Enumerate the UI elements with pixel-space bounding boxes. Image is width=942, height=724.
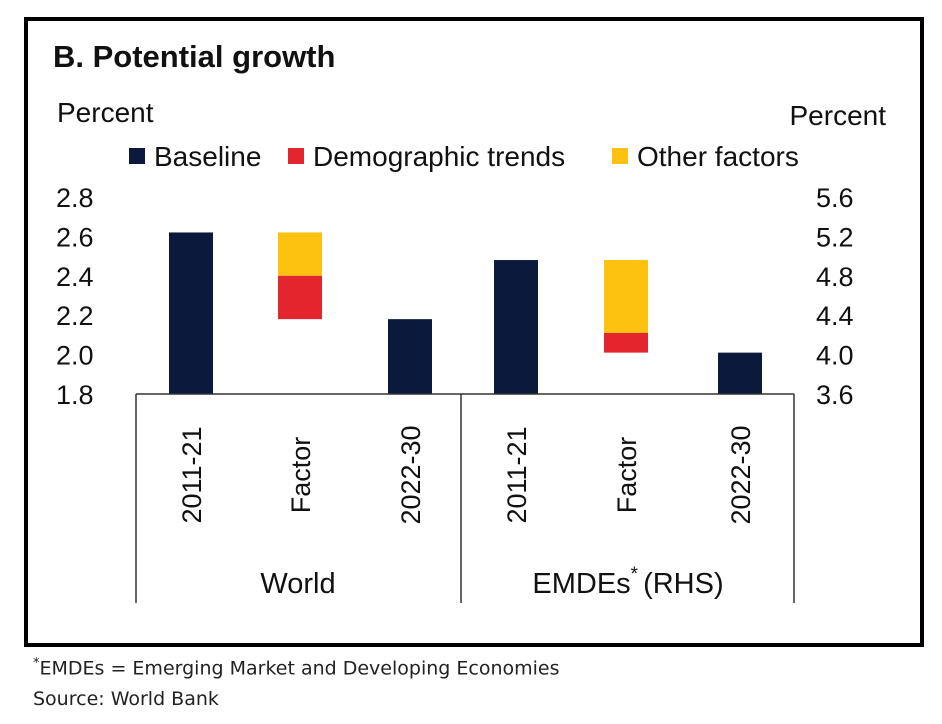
footnote-source: Source: World Bank [33, 688, 219, 710]
chart-frame: B. Potential growth Percent Percent Base… [24, 17, 924, 647]
right-tick-label: 4.0 [816, 341, 854, 371]
legend-label-baseline: Baseline [154, 141, 261, 172]
left-axis-ticks: 2.8 2.6 2.4 2.2 2.0 1.8 [56, 183, 94, 410]
bar-other-factors-world [278, 232, 322, 276]
right-tick-label: 4.8 [816, 262, 854, 292]
chart: B. Potential growth Percent Percent Base… [53, 39, 887, 603]
footnote-marker: * [33, 656, 40, 671]
right-tick-label: 3.6 [816, 380, 854, 410]
category-label: Factor [286, 437, 316, 514]
right-tick-label: 5.6 [816, 183, 854, 213]
left-tick-label: 2.8 [56, 183, 94, 213]
legend-swatch-demographic-trends [288, 148, 304, 164]
left-tick-label: 2.6 [56, 222, 94, 252]
legend-swatch-baseline [129, 148, 145, 164]
right-tick-label: 4.4 [816, 301, 854, 331]
category-labels: 2011-21 Factor 2022-30 2011-21 Factor 2022-30 [177, 425, 756, 524]
legend-swatch-other-factors [612, 148, 628, 164]
bar-demographic-trends-world [278, 275, 322, 320]
group-label-emdes: EMDEs* (RHS) [532, 564, 723, 600]
category-axis [135, 393, 795, 603]
bar-baseline-emdes-2022-30 [718, 352, 762, 394]
bar-other-factors-emdes [604, 260, 648, 333]
left-tick-label: 2.4 [56, 262, 94, 292]
left-tick-label: 2.2 [56, 301, 94, 331]
footnote-note: *EMDEs = Emerging Market and Developing … [33, 656, 560, 679]
chart-title: B. Potential growth [53, 39, 335, 74]
legend-label-demographic-trends: Demographic trends [313, 141, 565, 172]
right-axis-ticks: 5.6 5.2 4.8 4.4 4.0 3.6 [816, 183, 854, 410]
left-axis-unit: Percent [57, 97, 154, 128]
bars [169, 232, 762, 394]
right-tick-label: 5.2 [816, 222, 854, 252]
left-tick-label: 2.0 [56, 341, 94, 371]
bar-baseline-world-2011-21 [169, 232, 213, 394]
group-label-world: World [260, 568, 335, 600]
right-axis-unit: Percent [790, 100, 887, 131]
category-label: 2011-21 [502, 426, 532, 523]
category-label: 2011-21 [177, 426, 207, 523]
group-label-emdes-marker: * [631, 564, 639, 585]
bar-demographic-trends-emdes [604, 332, 648, 353]
group-label-emdes-suffix: (RHS) [643, 568, 724, 600]
footnote-note-text: EMDEs = Emerging Market and Developing E… [39, 657, 560, 680]
legend-label-other-factors: Other factors [637, 141, 799, 172]
category-label: 2022-30 [396, 425, 426, 524]
category-label: Factor [612, 437, 642, 514]
category-label: 2022-30 [726, 425, 756, 524]
group-label-emdes-text: EMDEs [532, 568, 630, 600]
left-tick-label: 1.8 [56, 380, 94, 410]
legend: Baseline Demographic trends Other factor… [129, 141, 799, 172]
bar-baseline-world-2022-30 [388, 319, 432, 394]
bar-baseline-emdes-2011-21 [494, 260, 538, 394]
